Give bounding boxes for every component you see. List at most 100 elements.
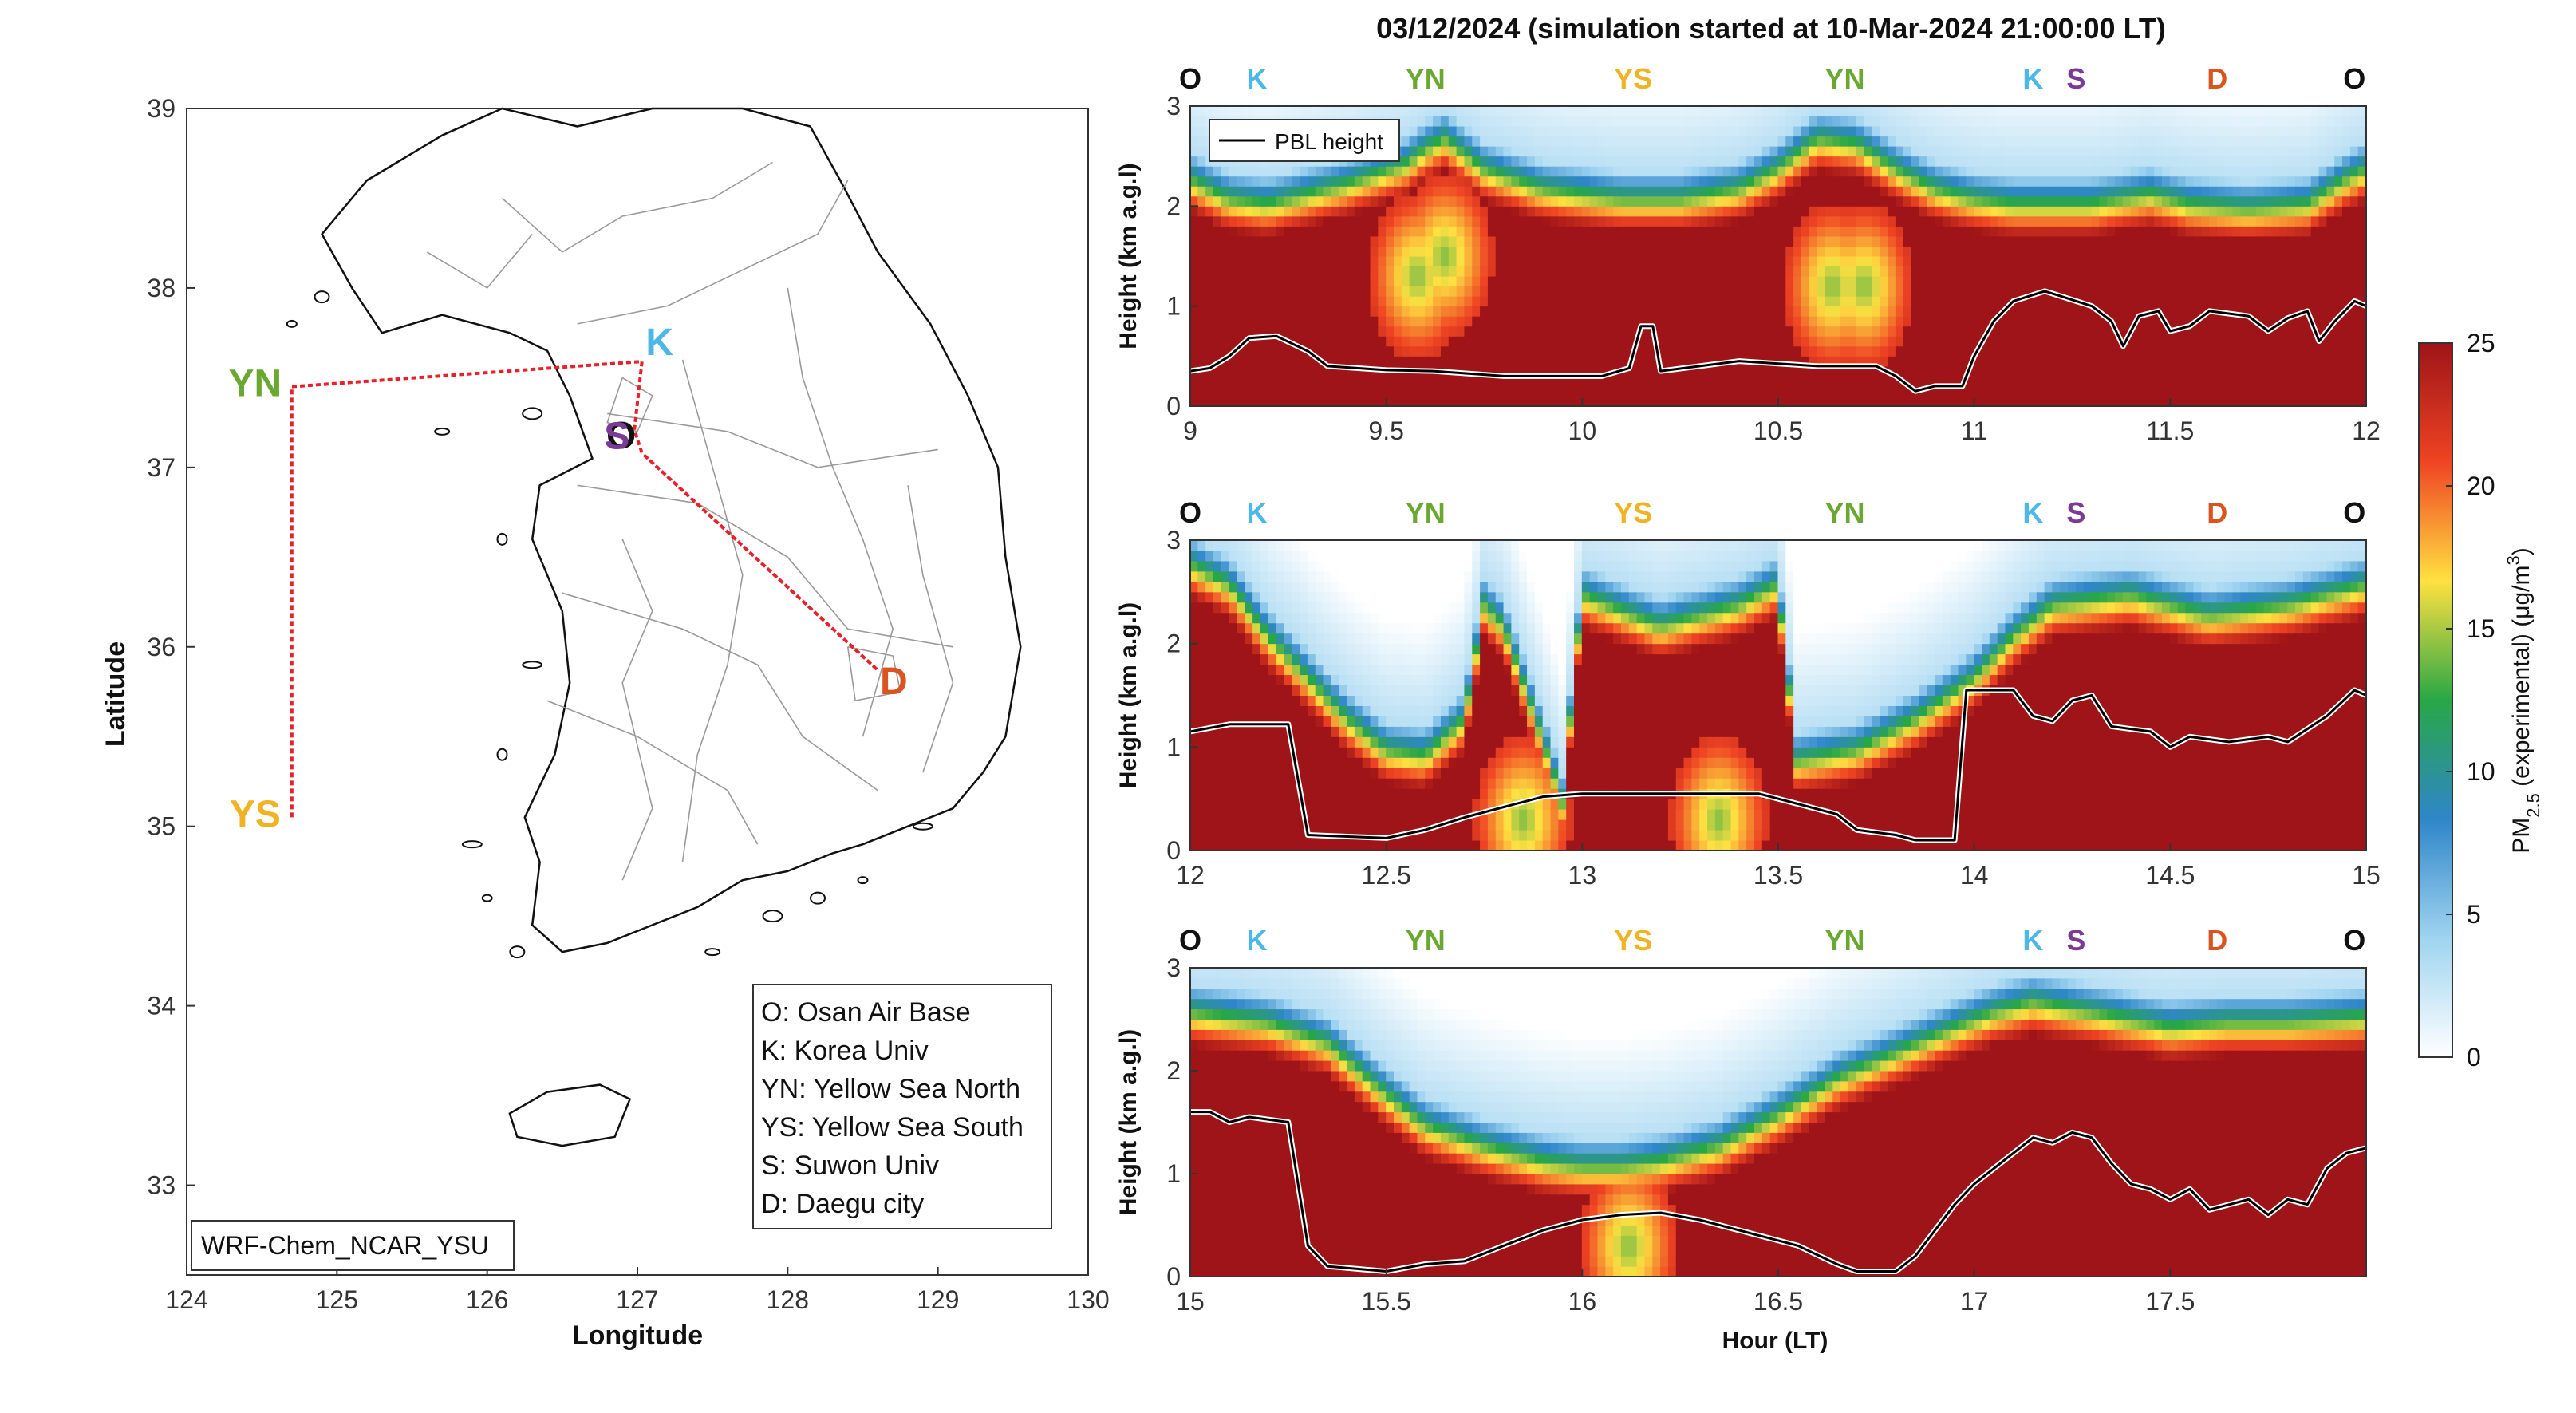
pm25-cell xyxy=(1433,345,1442,357)
pm25-cell xyxy=(2068,116,2077,127)
pm25-cell xyxy=(1527,355,1536,367)
pm25-cell xyxy=(1495,165,1505,177)
pm25-cell xyxy=(1691,176,1701,187)
pm25-cell xyxy=(1284,266,1293,277)
pm25-cell xyxy=(1245,653,1254,665)
pm25-cell xyxy=(1307,315,1316,327)
pm25-cell xyxy=(2091,385,2101,397)
pm25-cell xyxy=(1840,136,1849,147)
pm25-cell xyxy=(1895,365,1904,377)
pm25-cell xyxy=(1213,205,1222,217)
pm25-cell xyxy=(1722,116,1732,127)
pm25-cell xyxy=(2146,345,2156,357)
pm25-cell xyxy=(2107,195,2116,207)
pm25-cell xyxy=(1832,225,1842,237)
pm25-cell xyxy=(1974,395,1982,406)
pm25-cell xyxy=(1809,125,1818,137)
pm25-cell xyxy=(1597,355,1607,367)
pm25-cell xyxy=(2052,266,2061,277)
pm25-cell xyxy=(1903,185,1912,197)
pm25-cell xyxy=(2271,235,2281,247)
pm25-cell xyxy=(1848,176,1857,187)
pm25-cell xyxy=(1323,195,1332,207)
pm25-cell xyxy=(2318,266,2328,277)
pm25-cell xyxy=(1675,156,1685,167)
pm25-cell xyxy=(1354,315,1363,327)
pm25-cell xyxy=(1840,266,1849,277)
pm25-cell xyxy=(2334,286,2344,297)
pm25-cell xyxy=(1981,145,1990,157)
pm25-cell xyxy=(1919,185,1928,197)
pm25-cell xyxy=(1880,125,1889,137)
pm25-cell xyxy=(2263,136,2273,147)
pm25-cell xyxy=(1190,185,1199,197)
pm25-cell xyxy=(1245,829,1254,841)
pm25-cell xyxy=(1534,266,1544,277)
pm25-cell xyxy=(1856,235,1865,247)
pm25-cell xyxy=(2028,385,2038,397)
pm25-cell xyxy=(2068,156,2077,167)
pm25-cell xyxy=(2342,195,2351,207)
pm25-cell xyxy=(2107,145,2116,157)
pm25-cell xyxy=(1205,653,1214,665)
pm25-cell xyxy=(1362,235,1371,247)
pm25-cell xyxy=(1683,245,1693,257)
pm25-cell xyxy=(2154,345,2164,357)
pm25-cell xyxy=(1268,385,1277,397)
pm25-cell xyxy=(1620,125,1630,137)
pm25-cell xyxy=(2021,225,2030,237)
pm25-cell xyxy=(1503,355,1513,367)
pm25-cell xyxy=(1722,365,1732,377)
pm25-cell xyxy=(1190,839,1199,851)
pm25-cell xyxy=(1331,326,1340,337)
pm25-cell xyxy=(1229,591,1238,603)
pm25-cell xyxy=(1589,165,1599,177)
pm25-cell xyxy=(1746,165,1756,177)
pm25-cell xyxy=(1769,106,1779,117)
pm25-cell xyxy=(1487,195,1497,207)
pm25-cell xyxy=(2013,315,2022,327)
pm25-cell xyxy=(1958,295,1967,307)
pm25-cell xyxy=(1832,345,1842,357)
map-x-tick-label: 126 xyxy=(466,1285,508,1314)
pm25-cell xyxy=(1927,225,1936,237)
pm25-cell xyxy=(2310,375,2320,387)
pm25-cell xyxy=(1347,245,1355,257)
pm25-cell xyxy=(1268,335,1277,347)
pm25-cell xyxy=(1221,345,1230,357)
pm25-cell xyxy=(1205,176,1214,187)
pm25-cell xyxy=(1730,185,1740,197)
pm25-cell xyxy=(1284,777,1293,789)
pm25-cell xyxy=(1433,385,1442,397)
pm25-cell xyxy=(1825,275,1834,287)
pm25-cell xyxy=(2216,136,2226,147)
pm25-cell xyxy=(1519,245,1529,257)
pm25-cell xyxy=(1534,385,1544,397)
pm25-cell xyxy=(1268,185,1277,197)
pm25-cell xyxy=(1605,136,1615,147)
pm25-cell xyxy=(1942,125,1951,137)
island xyxy=(286,319,298,328)
pm25-cell xyxy=(2177,345,2187,357)
pm25-cell xyxy=(1252,798,1261,810)
pm25-cell xyxy=(1237,643,1246,655)
pm25-cell xyxy=(1362,195,1371,207)
pm25-cell xyxy=(1620,205,1630,217)
pm25-cell xyxy=(1213,295,1222,307)
pm25-cell xyxy=(1856,355,1865,367)
pm25-cell xyxy=(1221,685,1230,696)
pm25-cell xyxy=(1801,136,1810,147)
pm25-cell xyxy=(1284,295,1293,307)
pm25-cell xyxy=(1566,235,1576,247)
pm25-cell xyxy=(2177,125,2187,137)
pm25-cell xyxy=(1190,266,1199,277)
pm25-cell xyxy=(2005,286,2014,297)
pm25-cell xyxy=(1370,385,1379,397)
pm25-cell xyxy=(1997,145,2006,157)
pm25-cell xyxy=(2279,306,2289,317)
pm25-cell xyxy=(1495,185,1505,197)
pm25-cell xyxy=(2083,266,2093,277)
pm25-field xyxy=(1190,540,2366,851)
pm25-cell xyxy=(1417,275,1426,287)
pm25-cell xyxy=(1425,145,1434,157)
